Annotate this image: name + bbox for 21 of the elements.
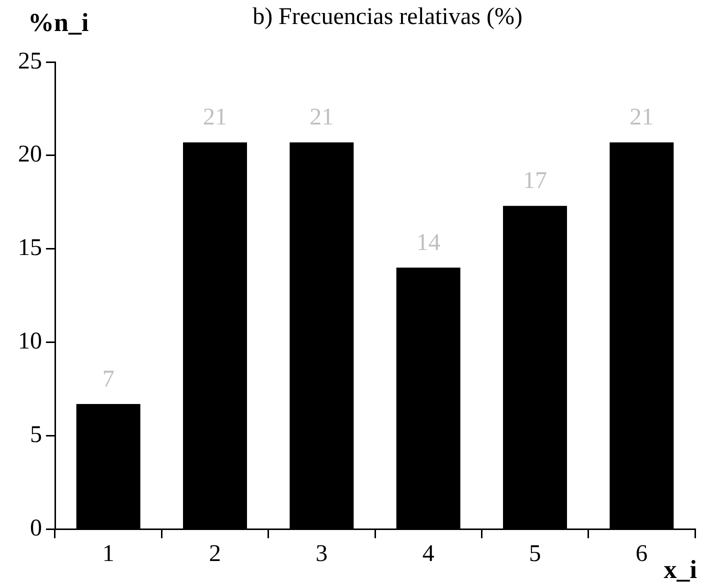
y-tick-label: 20 bbox=[18, 142, 42, 168]
x-tick-label: 5 bbox=[529, 540, 541, 567]
x-tick-label: 6 bbox=[636, 540, 648, 567]
y-tick-label: 0 bbox=[30, 515, 42, 542]
x-tick-label: 3 bbox=[316, 540, 328, 567]
data-label: 21 bbox=[630, 104, 654, 131]
x-axis-title: x_i bbox=[664, 555, 697, 585]
x-tick-label: 1 bbox=[102, 540, 114, 567]
data-label: 7 bbox=[102, 366, 114, 392]
chart-title: b) Frecuencias relativas (%) bbox=[252, 4, 522, 30]
y-tick-label: 10 bbox=[18, 328, 42, 355]
y-axis-title: %n_i bbox=[28, 8, 89, 38]
y-tick-label: 25 bbox=[18, 48, 42, 74]
data-label: 21 bbox=[203, 104, 227, 131]
y-tick-label: 5 bbox=[30, 422, 42, 448]
data-label: 21 bbox=[310, 104, 334, 131]
x-tick-label: 4 bbox=[422, 540, 434, 567]
y-tick-label: 15 bbox=[18, 235, 42, 262]
x-tick-label: 2 bbox=[209, 540, 221, 567]
data-label: 17 bbox=[523, 168, 547, 194]
data-label: 14 bbox=[416, 230, 440, 256]
